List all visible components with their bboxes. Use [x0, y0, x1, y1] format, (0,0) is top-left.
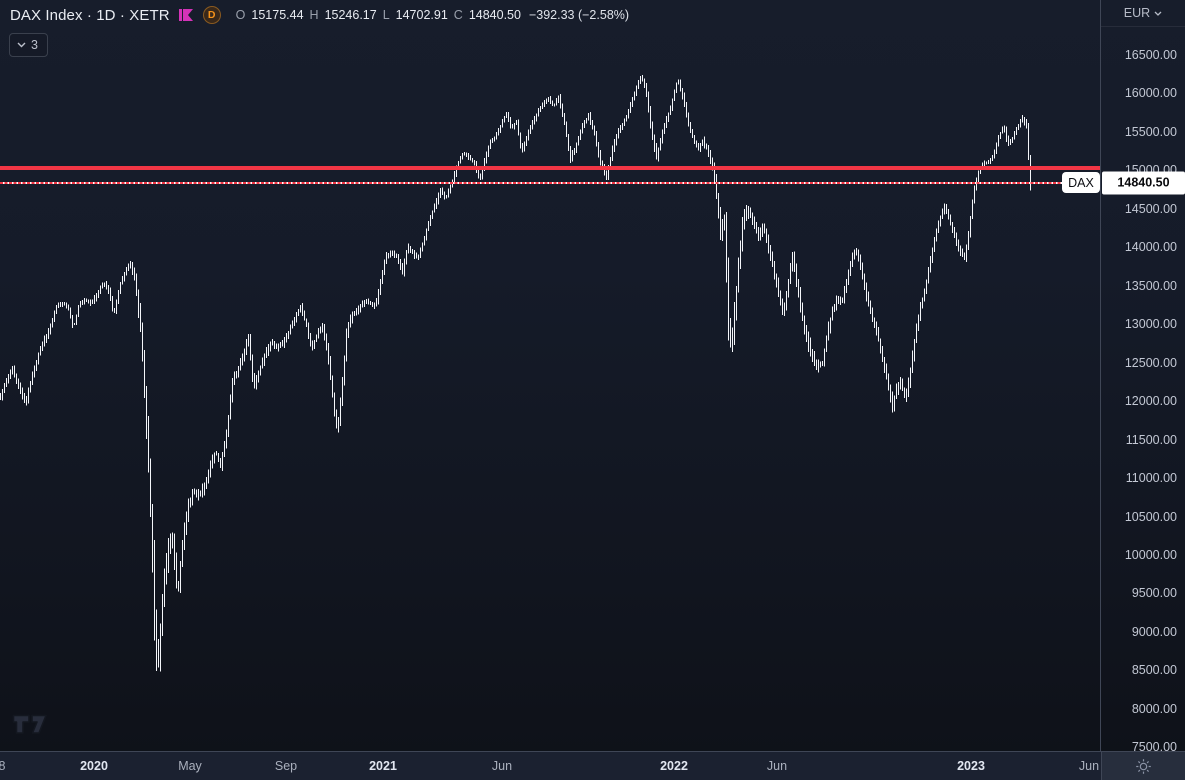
open-value: 15175.44	[251, 8, 304, 22]
change-value: −392.33 (−2.58%)	[528, 8, 630, 22]
time-tick: 2023	[957, 759, 985, 773]
price-tick: 13000.00	[1124, 317, 1177, 332]
price-tick: 14500.00	[1124, 201, 1177, 216]
ohlc-values: O 15175.44 H 15246.17 L 14702.91 C 14840.50 …	[236, 8, 629, 22]
axis-settings-button[interactable]	[1101, 752, 1185, 780]
price-tick: 8000.00	[1131, 701, 1177, 716]
delayed-data-badge[interactable]: D	[202, 6, 221, 24]
time-tick: 2022	[660, 759, 688, 773]
close-label: C	[453, 8, 463, 22]
price-tick: 15500.00	[1124, 124, 1177, 139]
price-tick: 11000.00	[1125, 471, 1177, 486]
last-price-dotted-line[interactable]	[0, 181, 1062, 184]
price-tick: 9000.00	[1131, 624, 1177, 639]
time-tick: Jun	[1078, 759, 1100, 773]
price-tick: 14000.00	[1124, 240, 1177, 255]
object-count: 3	[31, 38, 38, 52]
last-price-label: 14840.50	[1102, 171, 1185, 194]
price-tick: 11500.00	[1125, 432, 1177, 447]
price-tick: 13500.00	[1124, 278, 1177, 293]
open-label: O	[235, 8, 246, 22]
horizontal-line-drawing[interactable]	[0, 165, 1100, 170]
chevron-down-icon	[17, 42, 26, 48]
time-tick: Jun	[766, 759, 788, 773]
time-tick: May	[178, 759, 202, 773]
symbol-logo-flag-icon[interactable]	[178, 8, 194, 22]
low-value: 14702.91	[395, 8, 448, 22]
price-axis-divider	[1100, 0, 1101, 751]
chart-pane[interactable]: DAX	[0, 0, 1101, 751]
high-value: 15246.17	[324, 8, 377, 22]
time-axis-divider	[0, 751, 1185, 752]
symbol-price-line-label: DAX	[1062, 172, 1100, 193]
price-bars-series	[0, 75, 1031, 672]
time-tick: Jun	[491, 759, 513, 773]
time-tick: 2021	[369, 759, 397, 773]
symbol-title[interactable]: DAX Index · 1D · XETR	[10, 6, 170, 24]
price-tick: 9500.00	[1131, 586, 1177, 601]
price-tick: 16500.00	[1124, 47, 1177, 62]
high-label: H	[309, 8, 319, 22]
currency-label: EUR	[1123, 6, 1151, 20]
low-label: L	[382, 8, 390, 22]
time-tick: 8	[0, 759, 6, 773]
price-tick: 10000.00	[1124, 548, 1177, 562]
time-axis[interactable]: 8 2020 May Sep 2021 Jun 2022 Jun 2023 Jun	[0, 752, 1101, 780]
price-axis[interactable]: EUR 16500.0016000.0015500.0015000.001450…	[1101, 0, 1185, 751]
time-tick: 2020	[80, 759, 108, 773]
currency-dropdown[interactable]: EUR	[1101, 0, 1185, 27]
price-tick: 8500.00	[1131, 663, 1177, 678]
chart-legend: DAX Index · 1D · XETR D O 15175.44 H 15246…	[10, 6, 629, 24]
tradingview-logo[interactable]	[12, 713, 48, 736]
close-value: 14840.50	[468, 8, 521, 22]
object-tree-button[interactable]: 3	[9, 33, 48, 57]
price-tick: 12500.00	[1124, 355, 1177, 370]
price-tick: 16000.00	[1124, 86, 1177, 101]
price-tick: 10500.00	[1124, 509, 1177, 524]
time-tick: Sep	[274, 759, 298, 773]
price-tick: 7500.00	[1131, 740, 1177, 751]
price-tick: 12000.00	[1124, 394, 1177, 409]
chevron-down-icon	[1154, 11, 1162, 16]
gear-icon	[1136, 758, 1151, 774]
